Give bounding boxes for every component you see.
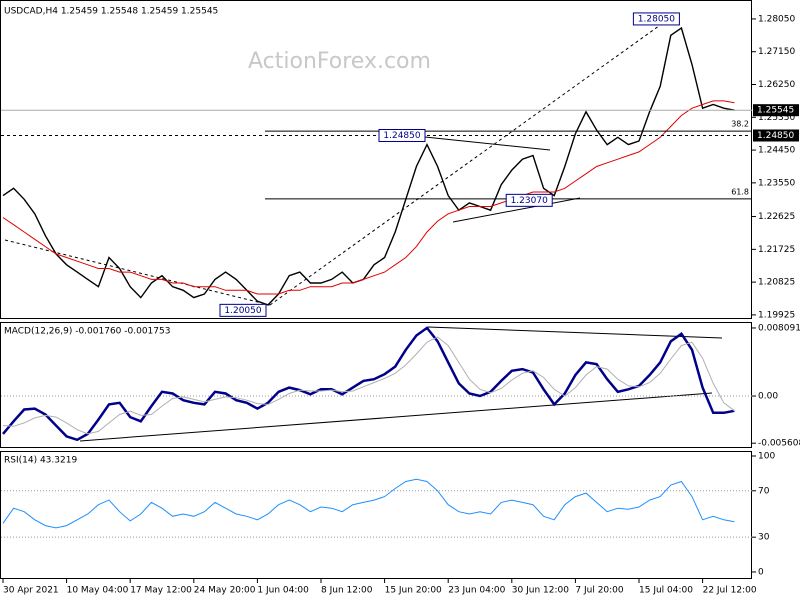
x-tick-label: 7 Jul 20:00 (575, 586, 624, 596)
series-line (2, 478, 735, 529)
series-line (2, 336, 735, 435)
y-tick-label: 0.008091 (758, 323, 800, 333)
series-line (2, 100, 735, 295)
y-tick-label: 1.26250 (758, 80, 795, 90)
annotation-box (378, 129, 426, 143)
series-line (2, 326, 735, 442)
annotation-box (632, 12, 680, 26)
series-line (2, 26, 735, 306)
price-marker-box (753, 129, 799, 142)
x-tick-label: 15 Jul 04:00 (639, 586, 693, 596)
x-tick-label: 23 Jun 04:00 (448, 586, 505, 596)
y-tick-label: 1.19925 (758, 310, 795, 320)
x-tick-label: 24 May 20:00 (194, 586, 256, 596)
trend-line (269, 17, 671, 306)
rsi-pane (0, 451, 752, 579)
annotation-box (505, 193, 553, 207)
x-tick-label: 30 Jun 12:00 (512, 586, 569, 596)
y-tick-label: 1.21725 (758, 245, 795, 255)
annotation-label: 1.20050 (224, 306, 261, 316)
watermark: ActionForex.com (248, 49, 431, 74)
annotation-label: 1.23070 (511, 196, 548, 206)
annotation-label: 1.28050 (638, 14, 675, 24)
price-marker-box (753, 104, 799, 117)
trend-line (427, 326, 723, 339)
trend-line (4, 239, 271, 306)
annotation-label: 1.24850 (383, 131, 420, 141)
x-tick-label: 22 Jul 12:00 (703, 586, 757, 596)
macd-title: MACD(12,26,9) -0.001760 -0.001753 (4, 327, 170, 337)
fib-label: 38.2 (731, 120, 749, 129)
x-tick-label: 8 Jun 12:00 (321, 586, 373, 596)
y-tick-label: 0 (758, 567, 764, 577)
y-tick-label: -0.005608 (758, 439, 800, 449)
price-pane (0, 0, 752, 319)
y-tick-label: 1.22625 (758, 212, 795, 222)
y-tick-label: 1.27150 (758, 47, 795, 57)
x-tick-label: 17 May 12:00 (130, 586, 192, 596)
x-tick-label: 15 Jun 20:00 (385, 586, 442, 596)
y-tick-label: 100 (758, 451, 775, 461)
y-tick-label: 1.25350 (758, 113, 795, 123)
y-tick-label: 1.28050 (758, 14, 795, 24)
chart-title: USDCAD,H4 1.25459 1.25548 1.25459 1.2554… (4, 7, 218, 17)
trend-line (79, 392, 713, 442)
x-tick-label: 10 May 04:00 (67, 586, 129, 596)
trend-line (452, 197, 581, 223)
x-tick-label: 1 Jun 04:00 (257, 586, 309, 596)
fib-label: 61.8 (731, 187, 749, 196)
x-tick-label: 30 Apr 2021 (3, 586, 59, 596)
y-tick-label: 70 (758, 486, 770, 496)
macd-pane (0, 322, 752, 448)
trend-line (424, 136, 551, 151)
rsi-title: RSI(14) 43.3219 (4, 456, 77, 466)
y-tick-label: 1.23550 (758, 178, 795, 188)
y-tick-label: 30 (758, 533, 770, 543)
annotation-box (219, 303, 267, 317)
y-tick-label: 0.00 (758, 392, 778, 402)
price-marker-label: 1.25545 (757, 106, 794, 116)
y-tick-label: 1.20825 (758, 278, 795, 288)
price-marker-label: 1.24850 (757, 131, 794, 141)
y-tick-label: 1.24450 (758, 146, 795, 156)
